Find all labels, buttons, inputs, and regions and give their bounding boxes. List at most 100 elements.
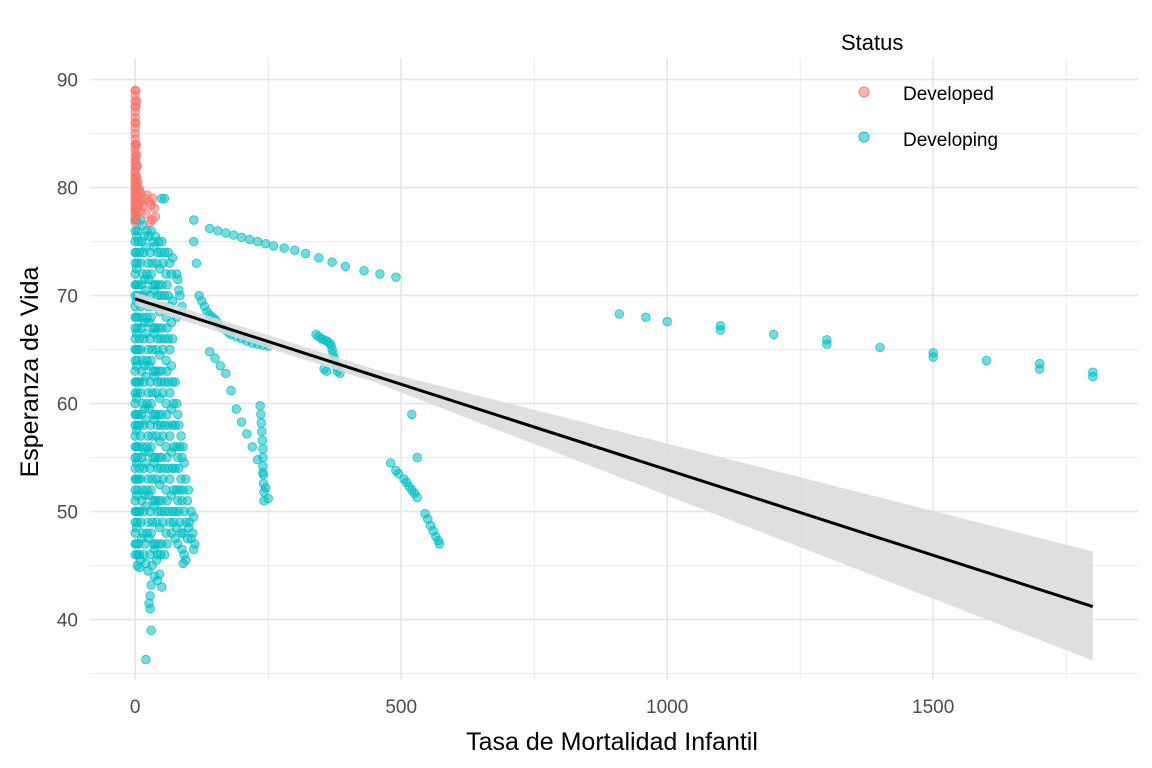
- point-developing: [220, 368, 231, 379]
- confidence-band: [135, 292, 1093, 661]
- point-developing: [146, 580, 156, 590]
- point-developing: [257, 435, 268, 446]
- point-developing: [146, 442, 156, 452]
- point-developing: [210, 353, 220, 363]
- point-developing: [220, 228, 231, 238]
- point-developing: [768, 329, 779, 340]
- point-developing: [259, 487, 269, 497]
- point-developing: [412, 492, 422, 503]
- y-tick-label: 60: [57, 395, 78, 416]
- point-developing: [228, 230, 239, 240]
- point-developing: [146, 355, 156, 366]
- point-developing: [159, 550, 170, 560]
- point-developing: [146, 625, 156, 636]
- x-tick-label: 0: [130, 697, 141, 718]
- point-developing: [875, 342, 885, 353]
- point-developing: [173, 409, 183, 420]
- legend-key-developed: [858, 86, 870, 98]
- point-developing: [314, 253, 324, 263]
- point-developing: [257, 426, 267, 437]
- y-axis-title: Esperanza de Vida: [16, 267, 44, 478]
- point-developing: [146, 528, 156, 538]
- point-developing: [258, 444, 268, 454]
- point-developing: [247, 442, 258, 452]
- point-developing: [822, 339, 832, 349]
- point-developing: [162, 280, 172, 290]
- point-developing: [204, 347, 215, 357]
- point-developing: [165, 431, 175, 441]
- point-developed: [132, 150, 142, 160]
- legend-key-developing: [858, 131, 870, 143]
- point-developing: [190, 539, 200, 549]
- point-developing: [204, 223, 215, 234]
- point-developing: [258, 452, 268, 463]
- point-developing: [407, 409, 417, 420]
- point-developing: [715, 325, 726, 335]
- legend-title: Status: [841, 30, 903, 55]
- point-developed: [145, 217, 155, 227]
- point-developing: [256, 418, 267, 428]
- point-developing: [146, 269, 156, 279]
- point-developing: [173, 274, 183, 285]
- legend-label-developed: Developed: [903, 84, 994, 105]
- point-developing: [252, 236, 263, 247]
- point-developing: [165, 388, 175, 398]
- point-developed: [132, 161, 143, 171]
- point-developing: [641, 312, 651, 322]
- legend-label-developing: Developing: [903, 130, 998, 151]
- point-developing: [215, 361, 226, 371]
- point-developing: [662, 316, 672, 327]
- y-tick-label: 50: [57, 503, 78, 524]
- point-developing: [146, 398, 156, 409]
- point-developing: [290, 245, 300, 255]
- point-developing: [412, 452, 422, 463]
- point-developing: [1088, 371, 1098, 382]
- point-developing: [258, 478, 269, 489]
- point-developing: [260, 238, 271, 249]
- point-developing: [154, 569, 165, 579]
- point-developing: [236, 232, 247, 243]
- point-developing: [145, 591, 155, 601]
- x-tick-label: 500: [385, 697, 417, 718]
- point-developed: [131, 139, 142, 150]
- point-developing: [157, 236, 167, 247]
- y-tick-label: 40: [57, 611, 78, 632]
- point-developing: [375, 269, 385, 279]
- point-developing: [258, 461, 268, 471]
- point-developing: [182, 496, 193, 506]
- point-developing: [188, 236, 199, 247]
- y-tick-label: 90: [57, 71, 78, 92]
- point-developing: [178, 442, 188, 452]
- point-developing: [187, 528, 198, 538]
- point-developing: [242, 429, 252, 439]
- confidence-band-layer: [135, 292, 1093, 661]
- point-developing: [236, 417, 247, 427]
- point-developed: [131, 118, 141, 128]
- point-developing: [188, 512, 199, 522]
- point-developing: [359, 266, 369, 276]
- point-developing: [162, 539, 172, 549]
- point-developing: [171, 398, 182, 409]
- point-developing: [981, 355, 992, 366]
- point-developing: [1034, 364, 1045, 374]
- point-developing: [141, 654, 151, 665]
- point-developing: [165, 344, 175, 355]
- point-developing: [174, 420, 184, 430]
- point-developed: [133, 177, 143, 187]
- point-developing: [327, 257, 337, 267]
- point-developing: [159, 193, 170, 204]
- point-developing: [340, 261, 351, 272]
- point-developing: [259, 496, 269, 506]
- point-developing: [191, 258, 202, 268]
- point-developing: [434, 539, 445, 549]
- point-developing: [188, 215, 199, 225]
- point-developing: [212, 226, 223, 236]
- legend: Status Developed Developing: [841, 30, 998, 151]
- point-developing: [244, 234, 255, 245]
- point-developing: [385, 458, 396, 468]
- point-developing: [279, 243, 289, 253]
- point-developing: [614, 309, 625, 319]
- point-developing: [258, 470, 269, 480]
